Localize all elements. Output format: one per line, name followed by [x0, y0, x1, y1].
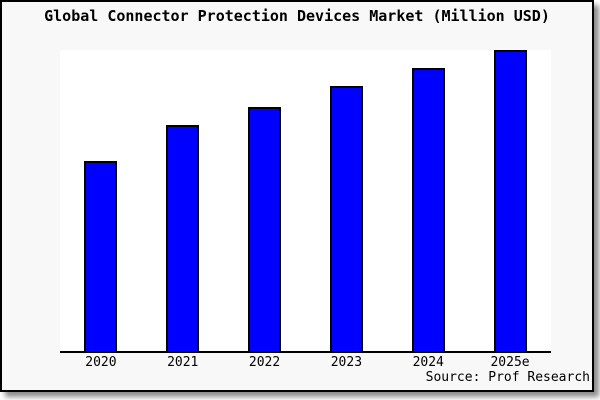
- x-tick-label-2021: 2021: [167, 355, 199, 370]
- bar-2020: [84, 161, 118, 351]
- bar-slot: [142, 50, 224, 351]
- bar-2021: [166, 125, 200, 351]
- bar-2025e: [493, 50, 527, 351]
- bar-slot: [387, 50, 469, 351]
- x-tick-label-2022: 2022: [248, 355, 281, 370]
- bar-2022: [248, 107, 282, 351]
- chart-figure: Global Connector Protection Devices Mark…: [0, 0, 594, 392]
- bar-2024: [411, 68, 445, 351]
- chart-title: Global Connector Protection Devices Mark…: [44, 7, 550, 25]
- bar-slot: [60, 50, 142, 351]
- plot-area: [60, 50, 551, 353]
- source-note: Source: Prof Research: [425, 370, 590, 385]
- bar-slot: [469, 50, 551, 351]
- x-axis-labels: 2020 2021 2022 2023 2024 2025e: [60, 355, 551, 370]
- bar-slot: [224, 50, 306, 351]
- bar-2023: [329, 86, 363, 351]
- bar-slot: [305, 50, 387, 351]
- x-tick-label-2023: 2023: [330, 355, 363, 370]
- x-tick-label-2024: 2024: [412, 355, 444, 370]
- x-tick-label-2020: 2020: [85, 355, 117, 370]
- x-tick-label-2025e: 2025e: [490, 355, 530, 370]
